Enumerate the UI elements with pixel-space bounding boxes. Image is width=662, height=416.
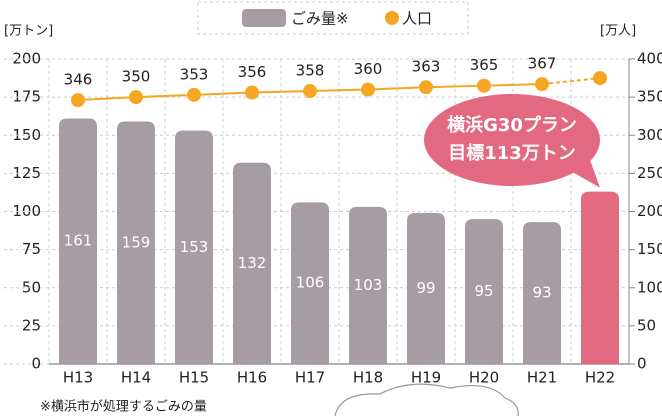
line-value-label: 353 [180,65,209,83]
bar-value-label: 93 [532,284,551,302]
bar-value-label: 132 [238,254,267,272]
cloud-decoration [335,384,518,416]
y2-tick-label: 300 [637,126,662,144]
x-tick-label: H21 [527,369,557,387]
callout [424,94,600,186]
line-value-label: 356 [238,63,267,81]
x-tick-label: H14 [121,369,151,387]
chart: [万トン] [万人] ※横浜市が処理するごみの量 025507510012515… [0,0,662,416]
legend-marker [385,11,399,25]
line-value-label: 346 [64,71,93,89]
y2-tick-label: 0 [637,355,647,373]
marker [129,90,143,104]
marker [303,84,317,98]
line-value-label: 358 [296,62,325,80]
legend-label: ごみ量※ [291,10,349,28]
footnote: ※横浜市が処理するごみの量 [40,399,207,415]
y2-tick-label: 250 [637,164,662,182]
line-value-label: 363 [412,58,441,76]
x-tick-label: H18 [353,369,383,387]
line-value-label: 367 [528,55,557,73]
line-value-label: 350 [122,68,151,86]
legend-label: 人口 [402,10,432,28]
marker [535,77,549,91]
bar-value-label: 153 [180,238,209,256]
callout-text: 目標113万トン [448,142,576,164]
bar-value-label: 159 [122,233,151,251]
bar-value-label: 106 [296,274,325,292]
x-tick-label: H13 [63,369,93,387]
line-value-label: 365 [470,56,499,74]
x-tick-label: H15 [179,369,209,387]
marker [419,80,433,94]
marker [361,83,375,97]
bar-value-label: 95 [474,282,493,300]
y2-tick-label: 150 [637,240,662,258]
y-unit-label: [万トン] [4,24,53,39]
marker [187,88,201,102]
y2-unit-label: [万人] [600,24,636,39]
legend-swatch [242,9,286,27]
bar [581,192,619,364]
bar-value-label: 99 [416,279,435,297]
y2-tick-label: 350 [637,88,662,106]
y2-tick-label: 100 [637,278,662,296]
line-value-label: 360 [354,60,383,78]
marker [71,93,85,107]
x-tick-label: H17 [295,369,325,387]
bar-value-label: 103 [354,276,383,294]
marker [593,71,607,85]
x-tick-label: H19 [411,369,441,387]
y2-tick-label: 400 [637,50,662,68]
marker [477,79,491,93]
x-tick-label: H16 [237,369,267,387]
callout-text: 横浜G30プラン [447,114,577,136]
x-tick-label: H20 [469,369,499,387]
bar-value-label: 161 [64,232,93,250]
y2-tick-label: 200 [637,202,662,220]
marker [245,86,259,100]
x-tick-label: H22 [585,369,615,387]
y2-tick-label: 50 [637,316,656,334]
